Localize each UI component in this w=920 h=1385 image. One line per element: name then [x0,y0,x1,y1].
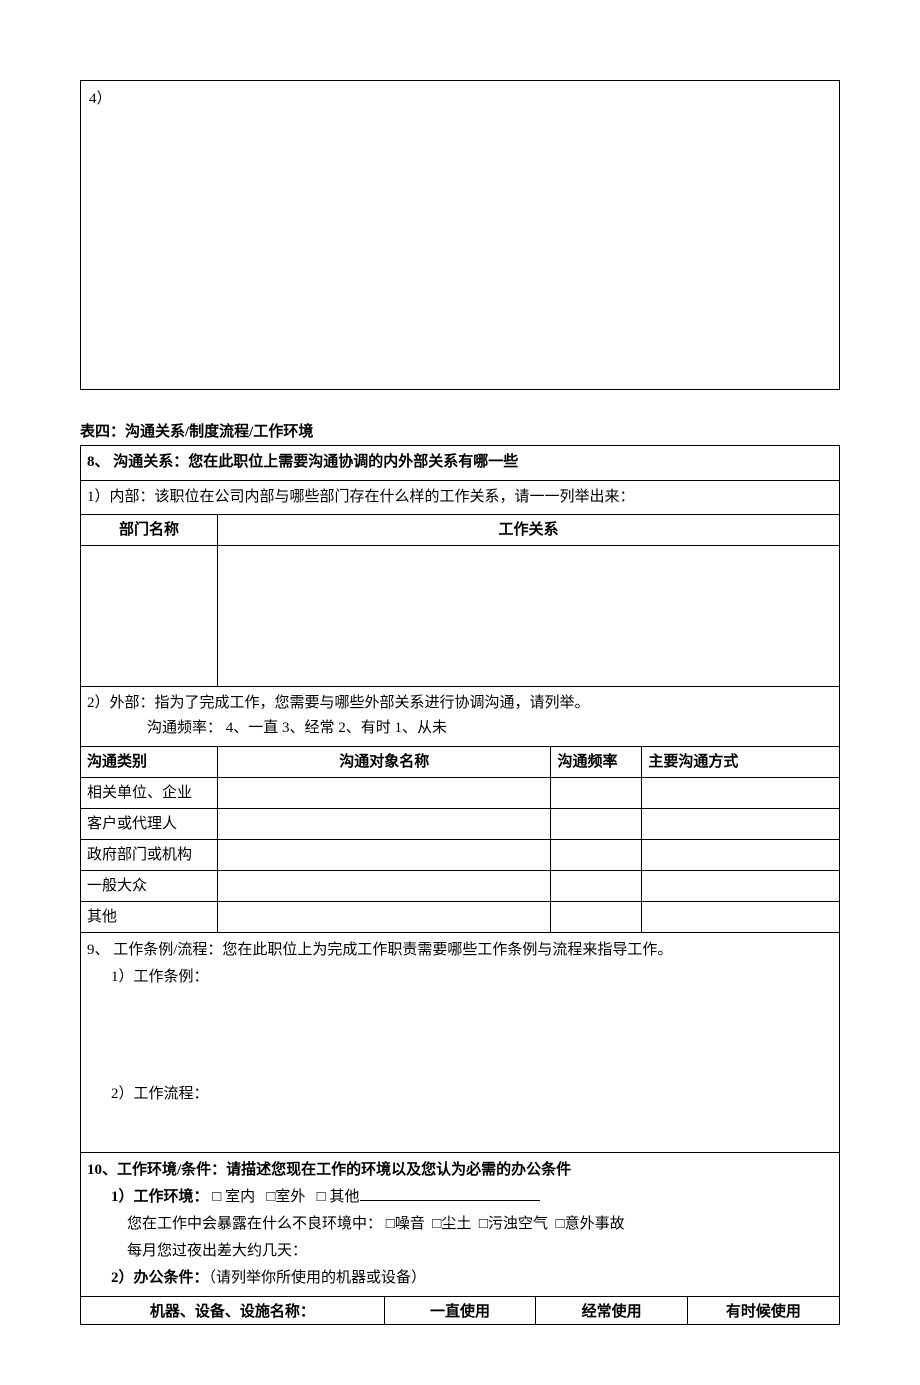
col-equip-often: 经常使用 [536,1296,688,1324]
ext-cat: 其他 [81,901,217,932]
ext-freq[interactable] [551,870,642,901]
exp-dust: 尘土 [441,1216,471,1232]
ext-cat: 客户或代理人 [81,808,217,839]
checkbox-icon[interactable]: □ [479,1216,488,1232]
q10-env-label: 1）工作环境： [111,1189,209,1205]
ext-method[interactable] [642,870,839,901]
ext-method[interactable] [642,777,839,808]
col-work-relation: 工作关系 [217,515,839,546]
ext-obj[interactable] [217,777,551,808]
table4-title: 表四：沟通关系/制度流程/工作环境 [80,420,840,441]
q9-item1: 1）工作条例： [87,964,833,991]
q10-heading: 10、工作环境/条件：请描述您现在工作的环境以及您认为必需的办公条件 [87,1157,833,1184]
env-other-blank[interactable] [360,1186,540,1201]
q8-freq-legend: 沟通频率： 4、一直 3、经常 2、有时 1、从未 [87,716,833,742]
ext-cat: 政府部门或机构 [81,839,217,870]
col-equip-sometimes: 有时候使用 [687,1296,839,1324]
q8-external-prompt-block: 2）外部：指为了完成工作，您需要与哪些外部关系进行协调沟通，请列举。 沟通频率：… [81,686,839,747]
q8-heading: 8、 沟通关系：您在此职位上需要沟通协调的内外部关系有哪一些 [81,446,839,481]
table4-main: 8、 沟通关系：您在此职位上需要沟通协调的内外部关系有哪一些 1）内部：该职位在… [80,445,840,1325]
env-indoor: 室内 [225,1189,255,1205]
col-comm-method: 主要沟通方式 [642,747,839,778]
col-comm-freq: 沟通频率 [551,747,642,778]
q10-env-line: 1）工作环境： □ 室内 □室外 □ 其他 [87,1184,833,1211]
q10-trip-nights: 每月您过夜出差大约几天： [87,1238,833,1265]
ext-obj[interactable] [217,901,551,932]
col-equip-always: 一直使用 [384,1296,536,1324]
exp-noise: 噪音 [395,1216,425,1232]
internal-dept-cell[interactable] [81,546,217,686]
office-label: 2）办公条件： [111,1270,209,1286]
ext-freq[interactable] [551,808,642,839]
q8-ext-row: 相关单位、企业 [81,777,839,808]
top-item4-box: 4） [80,80,840,390]
col-dept-name: 部门名称 [81,515,217,546]
checkbox-icon[interactable]: □ [317,1189,326,1205]
ext-obj[interactable] [217,808,551,839]
ext-obj[interactable] [217,870,551,901]
ext-cat: 一般大众 [81,870,217,901]
checkbox-icon[interactable]: □ [386,1216,395,1232]
checkbox-icon[interactable]: □ [212,1189,221,1205]
ext-freq[interactable] [551,839,642,870]
q9-heading: 9、 工作条例/流程：您在此职位上为完成工作职责需要哪些工作条例与流程来指导工作… [87,937,833,964]
q8-external-table: 沟通类别 沟通对象名称 沟通频率 主要沟通方式 相关单位、企业 客户或代理人 政… [81,747,839,932]
q8-ext-row: 其他 [81,901,839,932]
q10-exposure-line: 您在工作中会暴露在什么不良环境中： □噪音 □尘土 □污浊空气 □意外事故 [87,1211,833,1238]
col-equip-name: 机器、设备、设施名称： [81,1296,384,1324]
q8-ext-row: 政府部门或机构 [81,839,839,870]
exp-accident: 意外事故 [565,1216,625,1232]
env-other: 其他 [329,1189,359,1205]
ext-obj[interactable] [217,839,551,870]
q10-block: 10、工作环境/条件：请描述您现在工作的环境以及您认为必需的办公条件 1）工作环… [81,1153,839,1296]
q8-ext-header-row: 沟通类别 沟通对象名称 沟通频率 主要沟通方式 [81,747,839,778]
item4-label: 4） [89,91,112,107]
q9-block: 9、 工作条例/流程：您在此职位上为完成工作职责需要哪些工作条例与流程来指导工作… [81,932,839,1153]
office-note: （请列举你所使用的机器或设备） [209,1270,427,1286]
ext-method[interactable] [642,901,839,932]
ext-freq[interactable] [551,777,642,808]
q8-external-prompt: 2）外部：指为了完成工作，您需要与哪些外部关系进行协调沟通，请列举。 [87,691,833,717]
q9-item1-blank[interactable] [87,991,833,1081]
q9-item2: 2）工作流程： [87,1081,833,1108]
q8-ext-row: 一般大众 [81,870,839,901]
col-comm-category: 沟通类别 [81,747,217,778]
q10-office-line: 2）办公条件：（请列举你所使用的机器或设备） [87,1265,833,1292]
q8-internal-header-row: 部门名称 工作关系 [81,515,839,546]
q8-internal-blank-row [81,546,839,686]
exp-air: 污浊空气 [488,1216,548,1232]
checkbox-icon[interactable]: □ [556,1216,565,1232]
ext-method[interactable] [642,808,839,839]
ext-cat: 相关单位、企业 [81,777,217,808]
equip-header-row: 机器、设备、设施名称： 一直使用 经常使用 有时候使用 [81,1296,839,1324]
equipment-table: 机器、设备、设施名称： 一直使用 经常使用 有时候使用 [81,1296,839,1324]
env-outdoor: 室外 [275,1189,305,1205]
ext-method[interactable] [642,839,839,870]
q9-item2-blank[interactable] [87,1108,833,1148]
exposure-label: 您在工作中会暴露在什么不良环境中： [127,1216,382,1232]
q8-internal-prompt: 1）内部：该职位在公司内部与哪些部门存在什么样的工作关系，请一一列举出来： [81,481,839,516]
q8-internal-table: 部门名称 工作关系 [81,515,839,686]
q8-ext-row: 客户或代理人 [81,808,839,839]
ext-freq[interactable] [551,901,642,932]
col-comm-object: 沟通对象名称 [217,747,551,778]
internal-rel-cell[interactable] [217,546,839,686]
